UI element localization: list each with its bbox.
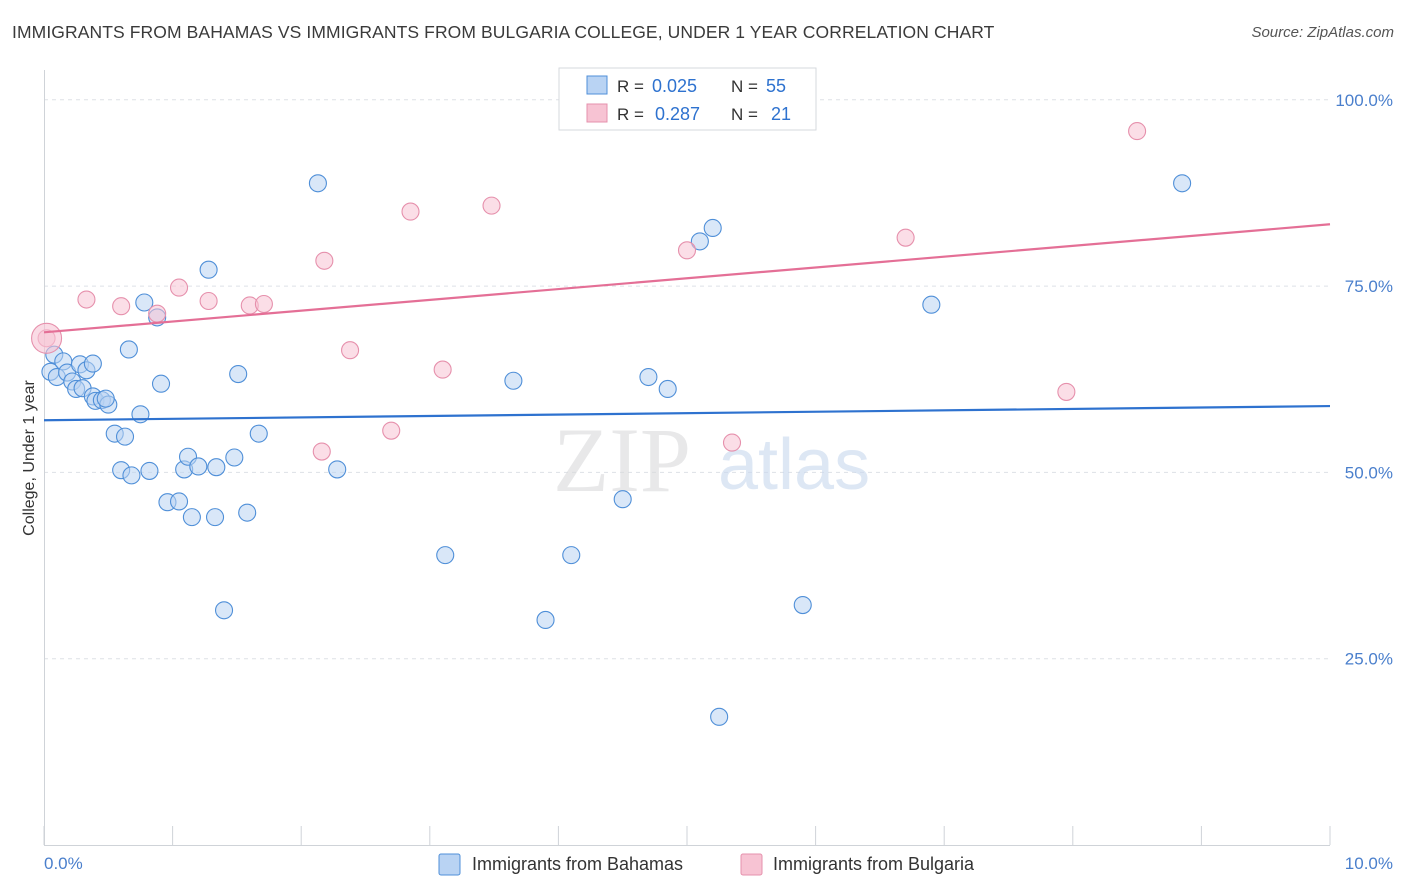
- legend-r-label-bahamas: R =: [617, 77, 644, 96]
- chart-title: IMMIGRANTS FROM BAHAMAS VS IMMIGRANTS FR…: [12, 22, 995, 42]
- trend-lines: [43, 223, 1331, 422]
- x-tick-label-max: 10.0%: [1345, 854, 1393, 873]
- point-bulgaria: [896, 228, 915, 247]
- series-bahamas-points: [41, 174, 1192, 726]
- watermark-atlas: atlas: [718, 425, 870, 505]
- point-bahamas: [562, 546, 581, 565]
- point-bahamas: [169, 492, 189, 511]
- point-bulgaria-large: [31, 322, 63, 354]
- y-tick-label: 50.0%: [1345, 463, 1393, 482]
- point-bahamas: [703, 218, 722, 238]
- point-bahamas: [182, 508, 201, 527]
- point-bahamas: [504, 371, 523, 390]
- y-axis-label: College, Under 1 year: [21, 380, 38, 536]
- point-bahamas: [536, 610, 555, 630]
- series-legend: Immigrants from Bahamas Immigrants from …: [438, 853, 975, 876]
- bottom-legend-label-bulgaria: Immigrants from Bulgaria: [773, 854, 975, 874]
- point-bahamas: [122, 466, 141, 485]
- point-bahamas: [96, 389, 115, 408]
- point-bahamas: [436, 546, 455, 565]
- point-bulgaria: [254, 294, 273, 314]
- point-bahamas: [214, 601, 234, 620]
- point-bahamas: [140, 461, 159, 480]
- legend-n-label-bahamas: N =: [731, 77, 758, 96]
- axes: [44, 70, 1330, 846]
- point-bulgaria: [148, 304, 167, 323]
- x-tick-label-min: 0.0%: [44, 854, 83, 873]
- point-bulgaria: [1128, 122, 1147, 141]
- point-bahamas: [119, 340, 138, 359]
- point-bulgaria: [677, 241, 697, 260]
- x-ticks: [43, 826, 1331, 845]
- legend-swatch-bulgaria: [586, 103, 608, 123]
- point-bulgaria: [169, 278, 189, 297]
- y-tick-labels: 25.0% 50.0% 75.0% 100.0%: [1335, 91, 1393, 669]
- point-bahamas: [639, 367, 658, 387]
- point-bahamas: [135, 293, 154, 312]
- point-bahamas: [115, 427, 135, 446]
- point-bulgaria: [1057, 382, 1076, 401]
- point-bulgaria: [401, 202, 420, 221]
- point-bahamas: [151, 374, 171, 393]
- point-bahamas: [225, 448, 244, 467]
- point-bahamas: [229, 364, 248, 384]
- point-bahamas: [249, 424, 268, 443]
- point-bahamas: [793, 595, 812, 615]
- point-bahamas: [710, 707, 729, 726]
- legend-r-value-bulgaria: 0.287: [655, 104, 700, 124]
- legend-n-value-bahamas: 55: [766, 76, 786, 96]
- source-credit: Source: ZipAtlas.com: [1251, 24, 1394, 41]
- legend-n-label-bulgaria: N =: [731, 105, 758, 124]
- point-bahamas: [1173, 174, 1192, 193]
- point-bahamas: [189, 457, 208, 476]
- point-bulgaria: [433, 360, 452, 379]
- stats-legend: R = 0.025 N = 55 R = 0.287 N = 21: [558, 67, 817, 131]
- y-tick-label: 100.0%: [1335, 91, 1393, 110]
- legend-r-value-bahamas: 0.025: [652, 76, 697, 96]
- y-tick-label: 25.0%: [1345, 650, 1393, 669]
- point-bahamas: [83, 354, 102, 373]
- point-bulgaria: [722, 433, 742, 452]
- point-bahamas: [690, 232, 709, 251]
- point-bahamas: [199, 260, 218, 279]
- bottom-legend-swatch-bulgaria: [740, 853, 763, 876]
- legend-r-label-bulgaria: R =: [617, 105, 644, 124]
- point-bahamas: [207, 458, 226, 477]
- point-bahamas: [238, 503, 257, 522]
- trend-line-bahamas: [43, 404, 1331, 422]
- legend-swatch-bahamas: [586, 75, 608, 95]
- watermark: ZIP atlas: [553, 409, 870, 511]
- legend-n-value-bulgaria: 21: [771, 104, 791, 124]
- trend-line-bulgaria: [43, 223, 1331, 334]
- y-tick-label: 75.0%: [1345, 277, 1393, 296]
- point-bulgaria: [382, 421, 401, 440]
- point-bulgaria: [199, 291, 218, 311]
- point-bahamas: [922, 295, 941, 314]
- point-bulgaria: [77, 290, 96, 309]
- series-bulgaria-points: [31, 90, 1147, 461]
- point-bahamas: [308, 174, 327, 193]
- point-bulgaria: [315, 251, 334, 270]
- point-bulgaria: [312, 442, 331, 461]
- point-bulgaria: [482, 196, 501, 215]
- point-bulgaria: [341, 341, 360, 360]
- bottom-legend-swatch-bahamas: [438, 853, 461, 876]
- point-bahamas: [328, 460, 347, 479]
- point-bahamas: [205, 508, 225, 527]
- point-bahamas: [658, 379, 677, 398]
- point-bahamas: [613, 490, 632, 509]
- bottom-legend-label-bahamas: Immigrants from Bahamas: [472, 854, 683, 874]
- point-bulgaria: [112, 297, 131, 316]
